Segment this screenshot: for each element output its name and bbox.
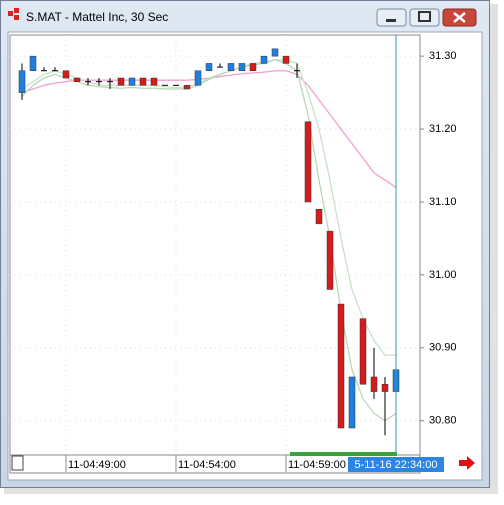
candle-body	[359, 318, 367, 385]
y-tick-label: 31.00	[429, 269, 457, 281]
candle-body	[282, 55, 290, 64]
candle-body	[162, 84, 168, 86]
candle-body	[107, 81, 113, 83]
scroll-arrow[interactable]	[459, 456, 475, 470]
candle-body	[381, 384, 389, 392]
y-tick-label: 30.80	[429, 415, 457, 427]
chart-area	[7, 31, 483, 481]
close-button[interactable]	[442, 8, 477, 27]
x-tick-label: 11-04:59:00	[288, 459, 346, 471]
candle-body	[294, 70, 300, 72]
crosshair-label-bg	[348, 457, 444, 472]
candle-body	[128, 77, 136, 86]
maximize-button[interactable]	[409, 8, 440, 27]
candle-body	[117, 77, 125, 86]
crosshair-label: 5-11-16 22:34:00	[355, 459, 438, 471]
y-tick-label: 31.10	[429, 196, 457, 208]
app-icon	[8, 8, 19, 20]
candle-body	[227, 63, 235, 71]
candle-body	[52, 70, 58, 72]
candle-body	[150, 77, 158, 86]
candle-body	[326, 230, 334, 290]
scroll-box[interactable]	[11, 455, 24, 471]
y-tick-label: 31.30	[429, 50, 457, 62]
session-bar	[290, 452, 397, 456]
candle-body	[96, 81, 102, 83]
candle-body	[260, 55, 268, 64]
indicator-line	[21, 59, 396, 356]
candle-body	[348, 376, 356, 429]
candle-body	[370, 376, 378, 392]
indicator-line	[21, 59, 397, 422]
window-title: S.MAT - Mattel Inc, 30 Sec	[26, 10, 168, 24]
candle-body	[271, 48, 279, 57]
candle-body	[73, 77, 81, 82]
candle-body	[205, 63, 213, 71]
minimize-button[interactable]	[376, 8, 407, 27]
candle-body	[18, 70, 26, 93]
candle-body	[62, 70, 70, 79]
candle-body	[194, 70, 202, 86]
x-tick-label: 11-04:49:00	[68, 459, 126, 471]
candle-body	[41, 70, 47, 72]
candle-body	[217, 66, 223, 68]
y-tick-label: 30.90	[429, 342, 457, 354]
plot: 30.80 30.90 31.00 31.10 31.20 31.30 11-04:49:0…	[10, 35, 457, 472]
candle-body	[337, 303, 345, 429]
candle-body	[139, 77, 147, 86]
candle-body	[238, 63, 246, 71]
candle-body	[249, 63, 257, 71]
candle-body	[304, 121, 312, 203]
y-tick-label: 31.20	[429, 123, 457, 135]
candle-body	[183, 85, 191, 90]
x-tick-label: 11-04:54:00	[178, 459, 236, 471]
candle-body	[173, 84, 179, 86]
candle-body	[315, 209, 323, 225]
candle-body	[85, 81, 91, 83]
candle-body	[29, 55, 37, 71]
